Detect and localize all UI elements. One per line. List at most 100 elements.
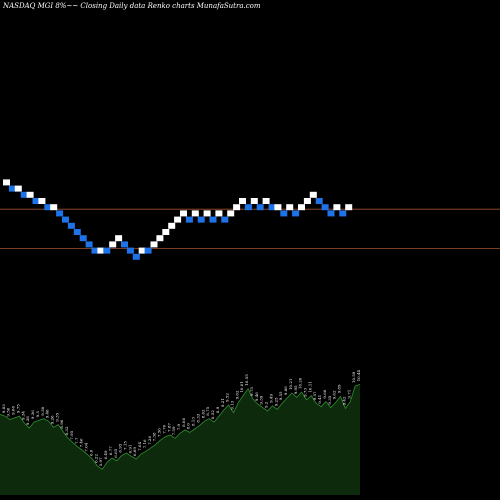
- volume-label: 8.0: [186, 423, 191, 430]
- volume-label: 8.75: [205, 406, 210, 415]
- renko-brick-down: [73, 229, 81, 235]
- volume-label: 7.16: [142, 439, 147, 448]
- volume-label: 9.46: [254, 392, 259, 401]
- volume-label: 6.22: [93, 454, 98, 463]
- renko-brick-up: [309, 191, 317, 198]
- renko-brick-down: [209, 216, 217, 223]
- volume-label: 6.69: [132, 447, 137, 456]
- volume-label: 6.65: [113, 448, 118, 457]
- volume-label: 9.57: [312, 391, 317, 400]
- volume-label: 9.13: [230, 400, 235, 409]
- volume-label: 9.89: [337, 384, 342, 393]
- renko-brick-up: [180, 210, 187, 217]
- renko-brick-up: [14, 185, 22, 192]
- renko-brick-down: [268, 204, 276, 211]
- renko-brick-down: [185, 216, 193, 223]
- volume-label: 10.26: [298, 377, 303, 389]
- renko-brick-down: [8, 185, 16, 192]
- renko-brick-down: [121, 241, 128, 248]
- renko-brick-down: [126, 247, 134, 254]
- volume-label: 8.13: [191, 417, 196, 426]
- renko-brick-up: [298, 204, 305, 211]
- volume-labels: 9.949.839.569.669.759.349.389.369.59.589…: [0, 369, 361, 466]
- volume-label: 9.35: [54, 412, 59, 421]
- volume-label: 7.56: [157, 428, 162, 437]
- volume-label: 9.62: [332, 390, 337, 399]
- renko-brick-up: [26, 191, 34, 198]
- volume-label: 9.49: [268, 394, 273, 403]
- renko-brick-up: [174, 216, 182, 223]
- volume-label: 9.5: [35, 411, 40, 418]
- volume-label: 9.66: [322, 389, 327, 398]
- volume-label: 9.34: [20, 411, 25, 420]
- volume-label: 7.04: [84, 442, 89, 451]
- volume-label: 8.52: [210, 410, 215, 419]
- renko-brick-down: [103, 247, 111, 254]
- renko-brick-down: [44, 204, 52, 211]
- volume-label: 6.95: [118, 443, 123, 452]
- volume-label: 9.25: [273, 397, 278, 406]
- renko-brick-up: [262, 198, 270, 204]
- volume-label: 9.86: [283, 386, 288, 395]
- renko-brick-down: [20, 191, 28, 198]
- volume-label: 9.55: [278, 391, 283, 400]
- volume-label: 6.6: [88, 449, 93, 456]
- renko-brick-up: [156, 235, 164, 242]
- renko-brick-down: [315, 198, 323, 204]
- volume-label: 7.76: [161, 424, 166, 433]
- volume-label: 9.56: [6, 407, 11, 416]
- renko-brick-up: [3, 179, 10, 186]
- volume-label: 9.95: [293, 385, 298, 394]
- volume-label: 9.66: [11, 406, 16, 415]
- volume-label: 9.2: [264, 401, 269, 408]
- volume-panel: [0, 384, 361, 495]
- renko-brick-down: [197, 216, 205, 223]
- renko-bricks: [3, 179, 353, 260]
- renko-brick-up: [150, 241, 158, 248]
- renko-brick-up: [50, 204, 58, 211]
- renko-brick-up: [333, 204, 341, 211]
- volume-label: 7.38: [152, 432, 157, 441]
- renko-brick-down: [327, 210, 335, 217]
- renko-brick-down: [321, 204, 329, 211]
- volume-label: 6.91: [127, 444, 132, 453]
- renko-brick-up: [138, 247, 146, 254]
- renko-brick-up: [109, 241, 117, 248]
- renko-brick-down: [132, 253, 140, 260]
- volume-label: 9.21: [220, 398, 225, 407]
- volume-label: 6.77: [108, 446, 113, 455]
- volume-label: 9.71: [346, 390, 351, 399]
- renko-brick-down: [85, 241, 93, 248]
- volume-label: 7.7: [74, 437, 79, 444]
- volume-label: 10.21: [288, 379, 293, 390]
- renko-brick-down: [67, 222, 75, 229]
- volume-label: 9.35: [327, 395, 332, 404]
- volume-label: 8.32: [64, 426, 69, 435]
- volume-label: 9.26: [50, 415, 55, 424]
- volume-label: 7.46: [79, 438, 84, 447]
- renko-brick-down: [32, 198, 40, 204]
- volume-label: 9.46: [45, 409, 50, 418]
- volume-label: 10.59: [351, 371, 356, 383]
- renko-brick-down: [280, 210, 288, 217]
- volume-label: 7.59: [171, 426, 176, 435]
- renko-brick-up: [250, 198, 258, 204]
- renko-brick-up: [191, 210, 199, 217]
- volume-label: 9.83: [1, 404, 6, 413]
- renko-brick-down: [62, 216, 69, 223]
- renko-brick-up: [203, 210, 211, 217]
- renko-brick-down: [144, 247, 152, 254]
- volume-label: 6.49: [103, 450, 108, 459]
- renko-brick-up: [168, 222, 176, 229]
- volume-label: 9.62: [234, 390, 239, 399]
- renko-brick-up: [286, 204, 294, 211]
- volume-line: [0, 384, 361, 470]
- volume-label: 9.73: [303, 388, 308, 397]
- renko-brick-up: [115, 235, 123, 242]
- volume-label: 8.33: [196, 413, 201, 422]
- volume-label: 10.55: [244, 374, 249, 386]
- renko-brick-down: [244, 204, 252, 211]
- volume-label: 9.58: [40, 406, 45, 415]
- renko-brick-down: [256, 204, 264, 211]
